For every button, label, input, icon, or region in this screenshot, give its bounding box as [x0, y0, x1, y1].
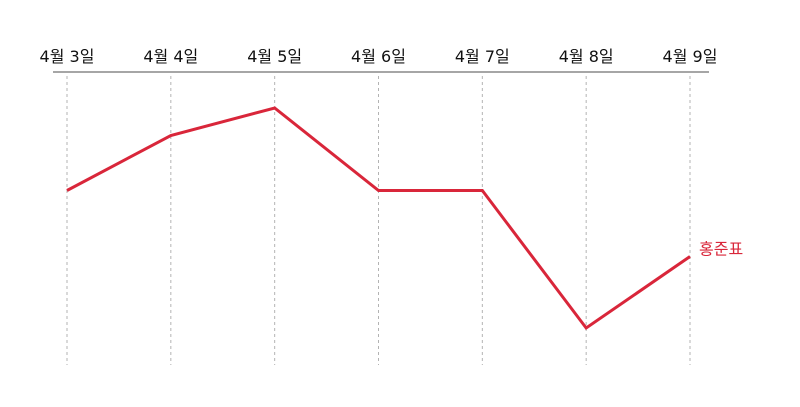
- series-label: 홍준표: [699, 240, 743, 259]
- series-line: [66, 106, 691, 331]
- x-tick-label: 4월 6일: [351, 47, 406, 66]
- x-tick-label: 4월 8일: [559, 47, 614, 66]
- x-tick-label: 4월 9일: [663, 47, 718, 66]
- x-tick-label: 4월 7일: [455, 47, 510, 66]
- x-tick-label: 4월 4일: [143, 47, 198, 66]
- x-axis-tick-labels: 4월 3일 4월 4일 4월 5일 4월 6일 4월 7일 4월 8일 4월 9일: [40, 47, 718, 66]
- vertical-gridlines: [66, 76, 691, 365]
- series-labels: 홍준표: [699, 240, 743, 259]
- series-lines: [66, 106, 691, 331]
- x-tick-label: 4월 5일: [247, 47, 302, 66]
- x-tick-label: 4월 3일: [40, 47, 95, 66]
